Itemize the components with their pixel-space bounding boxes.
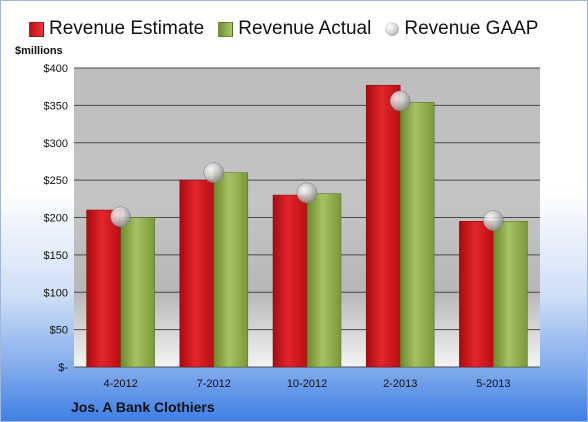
legend-swatch-gaap: [385, 22, 400, 36]
bar-revenue-estimate: [179, 179, 215, 368]
bar-revenue-estimate: [365, 84, 401, 368]
y-tick-label: $300: [44, 138, 68, 150]
bar-revenue-estimate: [459, 220, 494, 368]
x-tick-label: 7-2012: [197, 378, 231, 390]
legend-item-actual: Revenue Actual: [218, 18, 371, 40]
x-tick-label: 5-2013: [476, 378, 510, 390]
y-tick-label: $200: [44, 213, 68, 225]
y-tick-label: $250: [44, 175, 68, 187]
bar-revenue-estimate: [272, 194, 308, 368]
y-axis-unit-label: $millions: [15, 45, 63, 57]
company-name: Jos. A Bank Clothiers: [71, 399, 215, 415]
y-tick-label: $50: [50, 325, 68, 337]
legend-swatch-estimate: [29, 21, 44, 37]
x-tick-label: 10-2012: [287, 378, 327, 390]
y-tick-label: $350: [44, 100, 68, 112]
point-revenue-gaap: [296, 182, 318, 204]
point-revenue-gaap: [110, 206, 131, 228]
legend-label-actual: Revenue Actual: [238, 18, 372, 39]
legend-label-estimate: Revenue Estimate: [49, 18, 205, 39]
bar-revenue-actual: [399, 102, 435, 368]
legend: Revenue Estimate Revenue Actual Revenue …: [29, 16, 552, 42]
x-tick-label: 4-2012: [103, 378, 137, 390]
y-tick-label: $150: [44, 250, 68, 262]
legend-item-estimate: Revenue Estimate: [29, 18, 204, 40]
y-tick-label: $-: [58, 362, 68, 374]
point-revenue-gaap: [389, 90, 411, 112]
bar-revenue-estimate: [86, 209, 121, 368]
point-revenue-gaap: [483, 210, 504, 231]
legend-label-gaap: Revenue GAAP: [404, 18, 539, 39]
legend-swatch-actual: [218, 21, 234, 37]
bar-revenue-actual: [493, 220, 528, 368]
bar-revenue-actual: [213, 172, 249, 368]
point-revenue-gaap: [203, 162, 225, 183]
y-tick-label: $400: [44, 63, 68, 75]
bar-revenue-actual: [306, 193, 342, 368]
y-tick-label: $100: [44, 287, 68, 299]
bar-revenue-actual: [120, 217, 155, 368]
x-tick-label: 2-2013: [383, 378, 417, 390]
legend-item-gaap: Revenue GAAP: [385, 18, 538, 40]
